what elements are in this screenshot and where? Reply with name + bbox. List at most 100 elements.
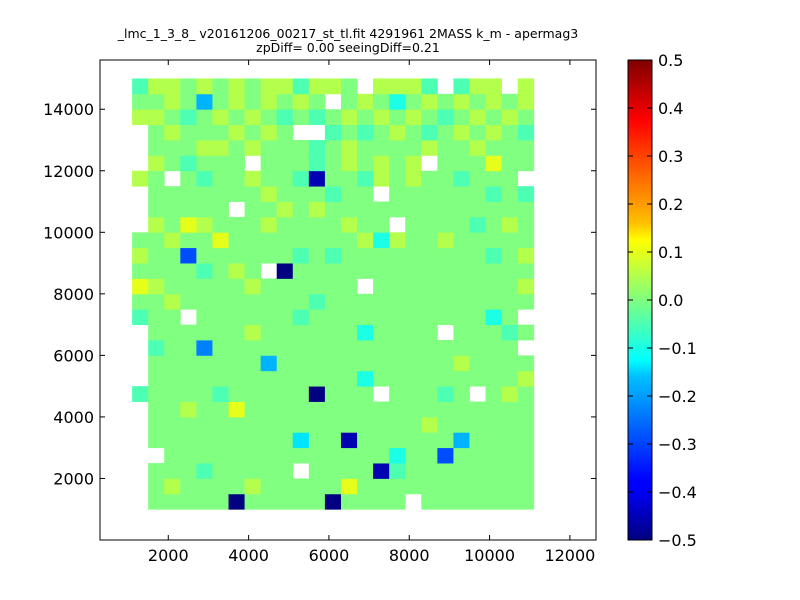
heatmap-cell <box>357 124 374 141</box>
heatmap-cell <box>276 324 294 341</box>
heatmap-cell <box>421 447 438 464</box>
heatmap-cell <box>389 278 406 295</box>
heatmap-cell <box>437 278 454 295</box>
heatmap-cell <box>212 232 229 249</box>
heatmap-cell <box>485 478 503 495</box>
heatmap-cell <box>357 201 374 218</box>
heatmap-cell <box>180 278 197 295</box>
heatmap-cell <box>148 124 165 141</box>
heatmap-cell <box>517 232 535 249</box>
heatmap-cell <box>292 447 310 464</box>
heatmap-cell <box>485 263 503 279</box>
heatmap-cell <box>357 478 374 495</box>
heatmap-cell <box>373 355 390 372</box>
heatmap-cell <box>292 186 310 202</box>
heatmap-cell <box>340 432 358 449</box>
heatmap-cell <box>324 232 342 249</box>
heatmap-cell <box>180 401 197 418</box>
heatmap-cell <box>340 401 358 418</box>
heatmap-cell <box>292 416 310 433</box>
heatmap-cell <box>164 386 181 402</box>
heatmap-cell <box>260 201 278 218</box>
heatmap-cell <box>469 78 486 95</box>
heatmap-cell <box>292 263 310 279</box>
heatmap-cell <box>260 432 278 449</box>
heatmap-cell <box>180 78 197 95</box>
heatmap-cell <box>517 93 535 110</box>
heatmap-cell <box>228 309 245 326</box>
heatmap-cell <box>292 93 310 110</box>
heatmap-cell <box>340 447 358 464</box>
heatmap-cell <box>485 216 503 233</box>
heatmap-cell <box>373 216 390 233</box>
x-tick-label: 6000 <box>309 546 350 565</box>
colorbar-tick-label: 0.2 <box>658 195 683 214</box>
heatmap-cell <box>517 447 535 464</box>
heatmap-cell <box>308 447 326 464</box>
heatmap-cell <box>405 416 422 433</box>
heatmap-cell <box>260 93 278 110</box>
heatmap-cell <box>148 493 165 510</box>
heatmap-cell <box>437 186 454 202</box>
heatmap-cell <box>276 109 294 126</box>
heatmap-cell <box>324 340 342 356</box>
heatmap-cell <box>485 447 503 464</box>
heatmap-cell <box>340 416 358 433</box>
heatmap-cell <box>228 324 245 341</box>
heatmap-cell <box>324 401 342 418</box>
heatmap-cell <box>180 216 197 233</box>
heatmap-cell <box>501 309 519 326</box>
heatmap-cell <box>501 278 519 295</box>
heatmap-cell <box>148 109 165 126</box>
heatmap-cell <box>421 201 438 218</box>
heatmap-cell <box>292 155 310 172</box>
heatmap-cell <box>437 263 454 279</box>
heatmap-cell <box>340 370 358 387</box>
heatmap-cell <box>501 493 519 510</box>
heatmap-cell <box>357 447 374 464</box>
heatmap-cell <box>437 478 454 495</box>
heatmap-cell <box>180 109 197 126</box>
heatmap-cell <box>148 232 165 249</box>
heatmap-cell <box>164 478 181 495</box>
heatmap-cell <box>340 140 358 156</box>
heatmap-cell <box>485 201 503 218</box>
y-axis: 2000 4000 6000 8000 10000 12000 14000 <box>43 100 596 488</box>
heatmap-cell <box>517 416 535 433</box>
heatmap-cell <box>373 278 390 295</box>
heatmap-cell <box>212 93 229 110</box>
heatmap-cell <box>260 478 278 495</box>
heatmap-cell <box>276 93 294 110</box>
colorbar-tick-label: 0.3 <box>658 147 683 166</box>
heatmap-cell <box>373 93 390 110</box>
heatmap-cell <box>324 355 342 372</box>
heatmap-cell <box>405 109 422 126</box>
heatmap-cell <box>357 216 374 233</box>
heatmap-cell <box>517 324 535 341</box>
heatmap-cell <box>405 232 422 249</box>
heatmap-cell <box>453 416 470 433</box>
heatmap-cell <box>196 278 213 295</box>
heatmap-cell <box>148 170 165 187</box>
heatmap-cell <box>164 155 181 172</box>
heatmap-cell <box>357 416 374 433</box>
heatmap-cell <box>437 124 454 141</box>
heatmap-cell <box>260 370 278 387</box>
heatmap-cell <box>517 124 535 141</box>
heatmap-cell <box>292 140 310 156</box>
heatmap-cell <box>148 309 165 326</box>
heatmap-cell <box>469 109 486 126</box>
heatmap-cell <box>228 247 245 264</box>
heatmap-cell <box>212 78 229 95</box>
heatmap-cell <box>148 216 165 233</box>
heatmap-cell <box>405 370 422 387</box>
heatmap-cell <box>276 186 294 202</box>
heatmap-cell <box>453 247 470 264</box>
heatmap-cell <box>228 463 245 479</box>
heatmap-cell <box>389 186 406 202</box>
colorbar-tick-label: 0.4 <box>658 99 683 118</box>
heatmap-cell <box>148 155 165 172</box>
heatmap-cell <box>308 232 326 249</box>
heatmap-cell <box>389 355 406 372</box>
